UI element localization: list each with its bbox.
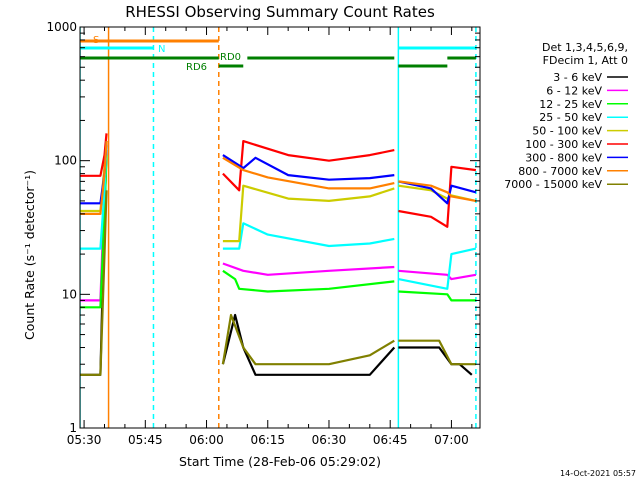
y-tick-label-1: 10 bbox=[62, 287, 77, 301]
plot-layer: S N RD0 RD6 bbox=[80, 27, 477, 428]
legend-label-1: 6 - 12 keV bbox=[546, 84, 602, 97]
y-tick-label-0: 1 bbox=[69, 421, 77, 435]
x-tick-label-3: 06:15 bbox=[250, 433, 285, 447]
legend-header-1: FDecim 1, Att 0 bbox=[543, 54, 628, 67]
legend-label-0: 3 - 6 keV bbox=[553, 71, 602, 84]
x-tick-label-0: 05:30 bbox=[67, 433, 102, 447]
x-axis-label: Start Time (28-Feb-06 05:29:02) bbox=[179, 454, 381, 469]
series-5-segment-2 bbox=[398, 165, 477, 228]
label-n: N bbox=[158, 44, 165, 55]
series-0-segment-1 bbox=[221, 313, 396, 376]
series-2-segment-1 bbox=[222, 269, 395, 293]
series-8-segment-0 bbox=[80, 190, 108, 376]
series-8-segment-2 bbox=[398, 339, 476, 366]
series-7-segment-0 bbox=[80, 141, 108, 215]
series-1-segment-1 bbox=[222, 262, 395, 276]
legend-header-0: Det 1,3,4,5,6,9, bbox=[542, 41, 628, 54]
legend-label-8: 7000 - 15000 keV bbox=[504, 178, 602, 191]
plot-area: S N RD0 RD6 bbox=[80, 27, 477, 428]
series-3-segment-1 bbox=[222, 222, 395, 250]
series-6-segment-1 bbox=[222, 154, 395, 181]
chart-title: RHESSI Observing Summary Count Rates bbox=[125, 3, 435, 21]
y-tick-label-3: 1000 bbox=[46, 20, 77, 34]
legend: Det 1,3,4,5,6,9,FDecim 1, Att 0 3 - 6 keV… bbox=[504, 41, 628, 191]
series-7-segment-1 bbox=[222, 156, 395, 190]
legend-label-7: 800 - 7000 keV bbox=[518, 165, 602, 178]
legend-label-4: 50 - 100 keV bbox=[532, 125, 602, 138]
label-s: S bbox=[93, 35, 99, 46]
series-7-segment-2 bbox=[398, 180, 477, 202]
series-8-segment-1 bbox=[221, 313, 395, 366]
series-2-segment-2 bbox=[398, 290, 476, 302]
y-tick-label-2: 100 bbox=[54, 154, 77, 168]
y-axis-label: Count Rate (s⁻¹ detector⁻¹) bbox=[22, 170, 37, 340]
x-tick-label-5: 06:45 bbox=[373, 433, 408, 447]
series-6-segment-2 bbox=[398, 180, 477, 205]
legend-label-6: 300 - 800 keV bbox=[525, 151, 602, 164]
x-tick-label-4: 06:30 bbox=[312, 433, 347, 447]
series-5-segment-1 bbox=[222, 140, 395, 192]
legend-label-5: 100 - 300 keV bbox=[525, 138, 602, 151]
label-rd6: RD6 bbox=[186, 62, 207, 73]
legend-label-2: 12 - 25 keV bbox=[539, 98, 602, 111]
label-rd0: RD0 bbox=[220, 52, 241, 63]
axes-layer: 1 10 100 1000 05:30 05:45 06:00 06:15 06:30 06:45… bbox=[46, 20, 481, 447]
x-tick-label-6: 07:00 bbox=[434, 433, 469, 447]
legend-label-3: 25 - 50 keV bbox=[539, 111, 602, 124]
series-3-segment-2 bbox=[398, 247, 477, 290]
x-tick-label-1: 05:45 bbox=[128, 433, 163, 447]
series-4-segment-1 bbox=[222, 184, 395, 243]
x-tick-label-2: 06:00 bbox=[189, 433, 224, 447]
plot-frame bbox=[79, 26, 481, 429]
timestamp: 14-Oct-2021 05:57 bbox=[560, 469, 636, 478]
